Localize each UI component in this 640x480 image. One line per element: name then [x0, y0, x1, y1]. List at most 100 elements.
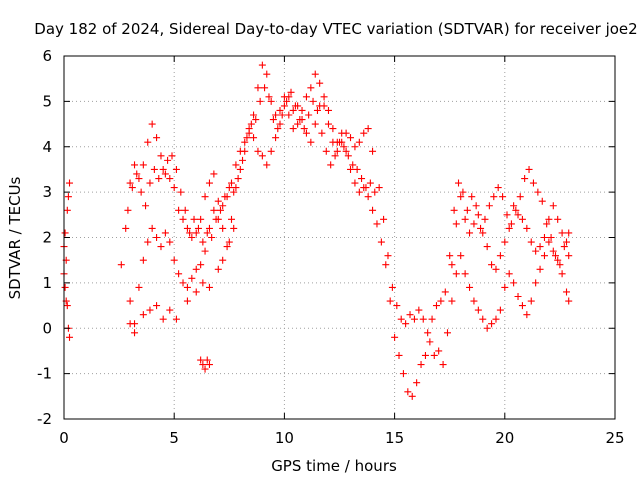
- data-point: [230, 224, 238, 232]
- data-point: [494, 184, 502, 192]
- y-axis-label: SDTVAR / TECUs: [6, 176, 24, 299]
- data-point: [144, 138, 152, 146]
- data-point: [201, 365, 209, 373]
- data-point: [457, 252, 465, 260]
- data-point: [388, 283, 396, 291]
- data-point: [316, 79, 324, 87]
- y-tick-label: 2: [42, 229, 52, 247]
- data-point: [274, 125, 282, 133]
- data-point: [199, 279, 207, 287]
- data-point: [558, 270, 566, 278]
- data-point: [126, 179, 134, 187]
- data-point: [139, 311, 147, 319]
- series-trace-b: [60, 270, 74, 341]
- data-point: [558, 229, 566, 237]
- data-point: [360, 184, 368, 192]
- data-point: [183, 297, 191, 305]
- data-point: [483, 324, 491, 332]
- data-point: [139, 161, 147, 169]
- data-point: [64, 193, 72, 201]
- data-point: [532, 279, 540, 287]
- data-point: [157, 243, 165, 251]
- data-point: [369, 206, 377, 214]
- chart-title: Day 182 of 2024, Sidereal Day-to-day VTE…: [34, 20, 637, 38]
- data-point: [181, 206, 189, 214]
- data-point: [298, 116, 306, 124]
- data-point: [192, 229, 200, 237]
- data-point: [122, 224, 130, 232]
- data-point: [432, 302, 440, 310]
- data-point: [126, 297, 134, 305]
- data-point: [452, 270, 460, 278]
- data-point: [205, 224, 213, 232]
- data-point: [538, 197, 546, 205]
- data-point: [236, 147, 244, 155]
- x-tick-label: 5: [169, 429, 179, 447]
- data-point: [351, 143, 359, 151]
- data-point: [505, 224, 513, 232]
- data-point: [529, 179, 537, 187]
- data-point: [527, 238, 535, 246]
- data-point: [225, 238, 233, 246]
- y-tick-label: 3: [42, 183, 52, 201]
- data-point: [543, 220, 551, 228]
- data-point: [514, 292, 522, 300]
- data-point: [382, 261, 390, 269]
- data-point: [205, 179, 213, 187]
- data-point: [415, 306, 423, 314]
- y-tick-label: -2: [37, 410, 52, 428]
- data-point: [406, 311, 414, 319]
- data-point: [441, 288, 449, 296]
- data-point: [276, 120, 284, 128]
- data-point: [205, 283, 213, 291]
- data-point: [450, 206, 458, 214]
- data-point: [126, 320, 134, 328]
- data-point: [194, 224, 202, 232]
- data-point: [168, 152, 176, 160]
- data-point: [565, 297, 573, 305]
- x-tick-label: 20: [495, 429, 514, 447]
- data-point: [366, 179, 374, 187]
- data-point: [518, 302, 526, 310]
- data-point: [563, 238, 571, 246]
- data-point: [61, 283, 69, 291]
- data-point: [547, 234, 555, 241]
- data-point: [201, 193, 209, 201]
- data-point: [192, 265, 200, 273]
- data-point: [172, 165, 180, 173]
- data-point: [421, 351, 429, 359]
- data-point: [208, 234, 216, 241]
- data-point: [186, 229, 194, 237]
- axis-ticks: 0 5 10 15 20 25 -2 -1 0 1 2 3 4 5 6: [37, 47, 625, 447]
- data-point: [166, 175, 174, 183]
- series-trace-g: [197, 356, 213, 373]
- data-point: [474, 306, 482, 314]
- data-point: [172, 315, 180, 323]
- data-point: [250, 111, 258, 119]
- data-point: [146, 306, 154, 314]
- data-point: [243, 134, 251, 142]
- data-point: [565, 229, 573, 237]
- data-point: [439, 361, 447, 369]
- data-point: [503, 211, 511, 219]
- data-point: [179, 279, 187, 287]
- data-point: [280, 102, 288, 110]
- data-point: [267, 97, 275, 105]
- data-point: [472, 202, 480, 210]
- data-point: [413, 379, 421, 387]
- data-point: [258, 61, 266, 69]
- data-point: [479, 229, 487, 237]
- data-point: [219, 256, 227, 264]
- data-point: [289, 106, 297, 114]
- data-point: [331, 152, 339, 160]
- data-point: [175, 270, 183, 278]
- data-point: [452, 220, 460, 228]
- data-point: [501, 238, 509, 246]
- data-point: [355, 188, 363, 196]
- y-tick-label: 0: [42, 319, 52, 337]
- data-point: [466, 283, 474, 291]
- data-point: [117, 261, 125, 269]
- data-point: [210, 170, 218, 178]
- data-point: [199, 238, 207, 246]
